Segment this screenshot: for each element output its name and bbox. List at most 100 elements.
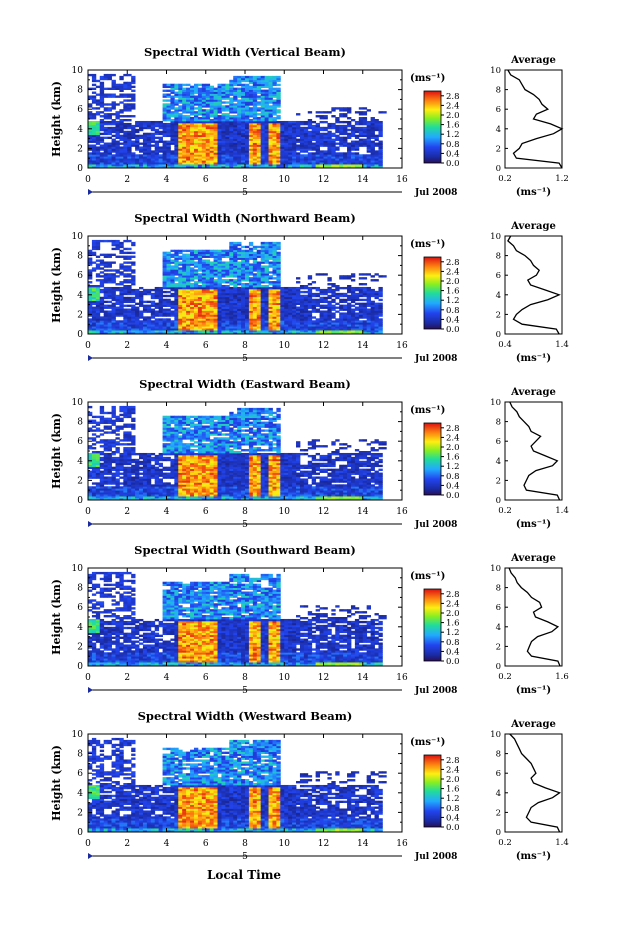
heatmap-cell [252, 318, 258, 321]
heatmap-cell [331, 122, 336, 126]
heatmap-cell [268, 105, 273, 108]
heatmap-cell [378, 122, 383, 126]
heatmap-cell [154, 306, 160, 309]
heatmap-cell [292, 158, 297, 161]
heatmap-cell [174, 316, 179, 319]
heatmap-cell [158, 298, 163, 302]
heatmap-cell [178, 95, 183, 98]
heatmap-cell [205, 332, 211, 335]
heatmap-cell [245, 294, 250, 298]
heatmap-cell [131, 281, 136, 284]
heatmap-cell [131, 316, 136, 319]
heatmap-cell [190, 93, 195, 96]
heatmap-cell [233, 255, 238, 258]
heatmap-cell [95, 263, 101, 266]
heatmap-cell [217, 134, 222, 138]
heatmap-cell [292, 302, 297, 305]
heatmap-cell [217, 255, 222, 258]
heatmap-cell [362, 283, 368, 286]
heatmap-cell [213, 126, 218, 130]
heatmap-cell [245, 271, 250, 274]
heatmap-cell [315, 328, 320, 331]
heatmap-cell [197, 122, 203, 126]
heatmap-cell [193, 298, 199, 302]
heatmap-cell [119, 93, 124, 96]
heatmap-cell [162, 326, 167, 329]
heatmap-cell [237, 138, 242, 141]
heatmap-cell [91, 241, 97, 245]
heatmap-cell [362, 126, 368, 130]
heatmap-cell [343, 158, 348, 161]
heatmap-cell [217, 150, 222, 153]
heatmap-cell [103, 162, 109, 165]
heatmap-cell [139, 326, 144, 329]
heatmap-cell [327, 162, 332, 165]
heatmap-cell [158, 332, 163, 335]
heatmap-cell [197, 146, 203, 149]
heatmap-cell [170, 136, 175, 139]
heatmap-cell [115, 115, 120, 118]
heatmap-cell [307, 300, 313, 304]
heatmap-cell [182, 101, 187, 104]
heatmap-cell [370, 146, 375, 149]
heatmap-cell [284, 122, 289, 126]
heatmap-cell [115, 269, 120, 272]
heatmap-cell [174, 148, 179, 151]
heatmap-cell [91, 136, 97, 139]
heatmap-cell [276, 288, 281, 292]
heatmap-cell [190, 113, 195, 116]
heatmap-cell [197, 279, 203, 282]
heatmap-cell [197, 128, 203, 132]
heatmap-cell [260, 126, 266, 130]
heatmap-cell [150, 322, 156, 325]
heatmap-cell [229, 132, 234, 136]
heatmap-cell [190, 124, 195, 128]
heatmap-cell [127, 132, 132, 136]
heatmap-cell [248, 253, 254, 256]
heatmap-cell [331, 109, 336, 112]
heatmap-cell [331, 290, 336, 294]
heatmap-cell [354, 111, 360, 114]
heatmap-cell [91, 140, 97, 143]
heatmap-cell [241, 166, 246, 169]
heatmap-cell [205, 269, 211, 272]
heatmap-cell [95, 332, 101, 335]
heatmap-cell [245, 156, 250, 159]
heatmap-cell [248, 103, 254, 106]
heatmap-cell [186, 277, 191, 280]
heatmap-cell [162, 314, 167, 317]
heatmap-cell [162, 115, 167, 118]
colorbar-tick-label: 0.0 [446, 159, 460, 169]
heatmap-cell [205, 273, 211, 276]
heatmap-cell [99, 162, 105, 165]
heatmap-cell [217, 89, 222, 92]
heatmap-cell [193, 146, 199, 149]
heatmap-cell [319, 310, 324, 313]
heatmap-cell [186, 95, 191, 98]
heatmap-cell [260, 261, 266, 264]
heatmap-cell [115, 134, 120, 138]
heatmap-cell [276, 243, 281, 247]
heatmap-cell [146, 330, 152, 333]
heatmap-cell [209, 292, 215, 296]
heatmap-cell [252, 296, 258, 300]
heatmap-cell [252, 279, 258, 282]
heatmap-cell [127, 267, 132, 270]
heatmap-cell [213, 251, 218, 255]
heatmap-cell [99, 75, 105, 79]
heatmap-cell [374, 290, 379, 294]
heatmap-cell [237, 304, 242, 307]
profile-y-tick-label: 6 [496, 105, 501, 115]
heatmap-cell [209, 283, 215, 286]
heatmap-cell [174, 158, 179, 161]
heatmap-cell [260, 320, 266, 323]
heatmap-cell [146, 140, 152, 143]
heatmap-cell [280, 286, 285, 290]
heatmap-cell [276, 328, 281, 331]
heatmap-cell [272, 99, 277, 102]
heatmap-cell [186, 120, 191, 124]
heatmap-cell [264, 138, 269, 141]
heatmap-cell [260, 117, 266, 120]
heatmap-cell [142, 300, 148, 304]
x-tick-label: 8 [242, 341, 248, 351]
